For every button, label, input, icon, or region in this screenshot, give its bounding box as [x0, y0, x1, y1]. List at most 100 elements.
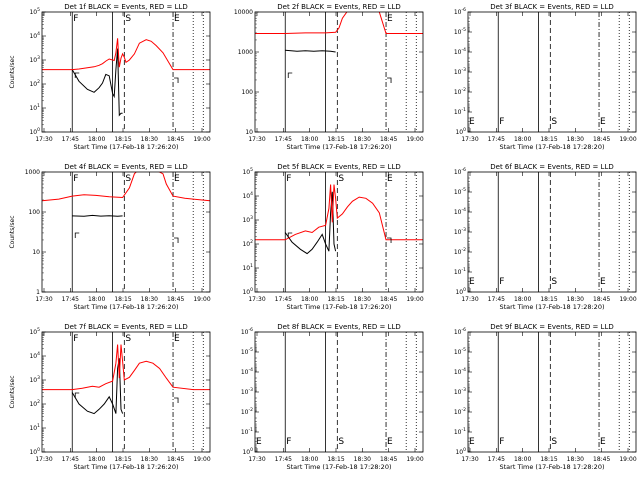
chart-panel-4: Det 4f BLACK = Events, RED = LLD Counts/s…: [9, 163, 211, 311]
events-series-line: [71, 358, 124, 415]
x-tick-label: 18:45: [380, 456, 397, 463]
y-tick-label: 104: [29, 31, 40, 40]
marker-label-E: E: [387, 437, 393, 447]
y-tick-label: 100: [455, 127, 466, 136]
y-tick-label: 103: [242, 215, 253, 224]
y-tick-label: 100: [242, 287, 253, 296]
y-tick-label: 10-1: [454, 107, 466, 116]
y-tick-label: 100: [242, 89, 254, 96]
y-tick-label: 10-2: [454, 247, 466, 256]
marker-label-E: E: [256, 437, 262, 447]
x-tick-label: 17:30: [461, 136, 478, 143]
x-tick-label: 18:45: [380, 136, 397, 143]
plot-frame: [41, 331, 211, 453]
chart-title: Det 3f BLACK = Events, RED = LLD: [490, 3, 613, 11]
y-tick-label: 105: [242, 167, 253, 176]
x-tick-label: 17:30: [248, 136, 265, 143]
y-tick-label: 10-6: [241, 327, 253, 336]
x-tick-label: 18:15: [327, 136, 344, 143]
x-tick-label: 18:00: [88, 136, 105, 143]
x-axis-label: Start Time (17-Feb-18 17:26:20): [74, 143, 179, 151]
x-tick-label: 18:15: [114, 456, 131, 463]
x-tick-label: 19:00: [619, 296, 636, 303]
x-tick-label: 18:30: [567, 296, 584, 303]
y-tick-label: 100: [29, 127, 40, 136]
x-tick-label: 19:00: [193, 296, 210, 303]
marker-label-F: F: [73, 174, 78, 184]
marker-label-S: S: [551, 117, 557, 127]
x-axis-label: Start Time (17-Feb-18 17:28:20): [500, 463, 605, 471]
marker-label-E: E: [469, 437, 475, 447]
x-tick-label: 18:00: [514, 136, 531, 143]
y-tick-label: 10-2: [454, 407, 466, 416]
y-tick-label: 10-4: [454, 207, 466, 216]
chart-title: Det 4f BLACK = Events, RED = LLD: [64, 163, 187, 171]
marker-label-E: E: [387, 14, 393, 24]
y-tick-label: 10-5: [454, 347, 466, 356]
marker-label-F: F: [499, 437, 504, 447]
end-bracket-glyph: [174, 237, 179, 243]
x-tick-label: 18:00: [301, 456, 318, 463]
x-tick-label: 17:30: [461, 296, 478, 303]
x-tick-label: 17:45: [62, 136, 79, 143]
start-bracket-glyph: [74, 72, 80, 78]
y-tick-label: 10-2: [454, 87, 466, 96]
x-tick-label: 18:30: [354, 136, 371, 143]
y-tick-label: 10-3: [454, 227, 466, 236]
x-tick-label: 17:45: [488, 456, 505, 463]
start-bracket-glyph: [74, 232, 80, 238]
start-bracket-glyph: [287, 72, 293, 78]
chart-title: Det 1f BLACK = Events, RED = LLD: [64, 3, 187, 11]
chart-title: Det 5f BLACK = Events, RED = LLD: [277, 163, 400, 171]
x-axis-label: Start Time (17-Feb-18 17:28:20): [500, 143, 605, 151]
x-tick-label: 17:45: [488, 136, 505, 143]
plot-frame: [254, 11, 424, 133]
chart-panel-6: Det 6f BLACK = Events, RED = LLD Start Ti…: [454, 163, 637, 311]
lld-series-line: [42, 172, 210, 202]
chart-title: Det 8f BLACK = Events, RED = LLD: [277, 323, 400, 331]
chart-title: Det 2f BLACK = Events, RED = LLD: [277, 3, 400, 11]
x-axis-label: Start Time (17-Feb-18 17:26:20): [287, 303, 392, 311]
lld-series-line: [255, 184, 423, 241]
chart-title: Det 7f BLACK = Events, RED = LLD: [64, 323, 187, 331]
marker-label-E: E: [600, 437, 606, 447]
x-tick-label: 18:45: [167, 296, 184, 303]
x-tick-label: 17:45: [275, 296, 292, 303]
chart-panel-2: Det 2f BLACK = Events, RED = LLD Start Ti…: [234, 3, 424, 151]
x-tick-label: 17:45: [275, 456, 292, 463]
marker-label-S: S: [338, 174, 344, 184]
y-tick-label: 100: [29, 209, 41, 216]
x-tick-label: 19:00: [193, 456, 210, 463]
chart-panel-3: Det 3f BLACK = Events, RED = LLD Start Ti…: [454, 3, 637, 151]
y-tick-label: 104: [29, 351, 40, 360]
y-tick-label: 102: [29, 79, 40, 88]
x-tick-label: 17:30: [35, 296, 52, 303]
y-tick-label: 10-6: [454, 7, 466, 16]
marker-label-E: E: [469, 117, 475, 127]
x-axis-label: Start Time (17-Feb-18 17:26:20): [74, 303, 179, 311]
start-bracket-glyph: [287, 232, 293, 238]
y-tick-label: 10: [32, 249, 40, 256]
y-tick-label: 1: [36, 289, 40, 296]
x-tick-label: 18:00: [301, 136, 318, 143]
plot-frame: [254, 171, 424, 293]
plot-frame: [41, 11, 211, 133]
lld-series-line: [255, 12, 423, 34]
x-tick-label: 17:45: [488, 296, 505, 303]
x-tick-label: 19:00: [619, 456, 636, 463]
y-tick-label: 10-1: [454, 267, 466, 276]
lld-series-line: [42, 38, 210, 71]
x-tick-label: 18:30: [141, 296, 158, 303]
marker-label-E: E: [174, 174, 180, 184]
x-tick-label: 19:00: [406, 296, 423, 303]
end-bracket-glyph: [387, 77, 392, 83]
y-tick-label: 104: [242, 191, 253, 200]
x-tick-label: 17:45: [275, 136, 292, 143]
x-tick-label: 18:45: [593, 456, 610, 463]
chart-title: Det 6f BLACK = Events, RED = LLD: [490, 163, 613, 171]
x-tick-label: 18:30: [354, 296, 371, 303]
y-tick-label: 102: [242, 239, 253, 248]
y-tick-label: 101: [29, 423, 40, 432]
x-tick-label: 17:30: [248, 456, 265, 463]
